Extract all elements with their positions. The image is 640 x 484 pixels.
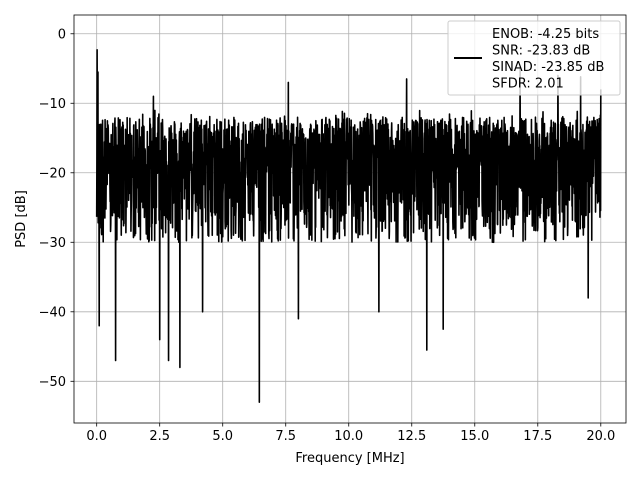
legend: ENOB: -4.25 bits SNR: -23.83 dB SINAD: -… xyxy=(447,20,621,96)
x-tick-label: 7.5 xyxy=(275,429,296,444)
ticks-layer: 0.0 2.5 5.0 7.5 10.0 12.5 15.0 17.5 20.0 0 −10 −20 −… xyxy=(39,27,616,444)
x-tick-label: 15.0 xyxy=(460,429,489,444)
legend-entry-sinad: SINAD: -23.85 dB xyxy=(492,60,604,75)
legend-box xyxy=(447,20,621,96)
x-axis-label: Frequency [MHz] xyxy=(295,451,404,466)
y-axis-label: PSD [dB] xyxy=(14,190,29,248)
x-tick-label: 20.0 xyxy=(586,429,615,444)
psd-series-line xyxy=(95,48,602,403)
y-tick-label: −10 xyxy=(39,97,66,112)
y-tick-label: −50 xyxy=(39,375,66,390)
x-tick-label: 17.5 xyxy=(523,429,552,444)
legend-entry-sfdr: SFDR: 2.01 xyxy=(492,77,564,92)
x-tick-label: 10.0 xyxy=(334,429,363,444)
data-layer xyxy=(95,48,602,403)
legend-entry-snr: SNR: -23.83 dB xyxy=(492,44,590,59)
x-tick-label: 12.5 xyxy=(397,429,426,444)
y-tick-label: −30 xyxy=(39,236,66,251)
x-tick-label: 0.0 xyxy=(86,429,107,444)
y-tick-label: 0 xyxy=(58,27,66,42)
legend-entry-enob: ENOB: -4.25 bits xyxy=(492,27,599,42)
x-tick-label: 5.0 xyxy=(212,429,233,444)
y-tick-label: −20 xyxy=(39,166,66,181)
y-tick-label: −40 xyxy=(39,305,66,320)
x-tick-label: 2.5 xyxy=(149,429,170,444)
plot-frame xyxy=(73,14,627,424)
